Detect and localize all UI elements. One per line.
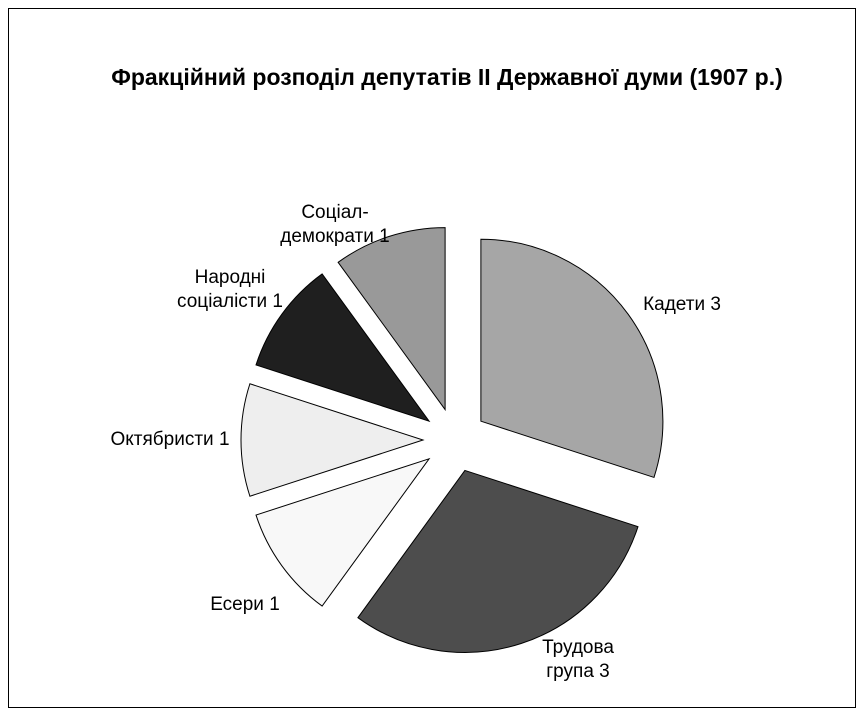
slice-label: Народні соціалісти 1 [155,266,305,314]
pie-slice [357,469,639,653]
slice-value: 3 [599,661,610,682]
slice-value: 1 [379,226,390,247]
pie-slice [337,227,446,412]
chart-title: Фракційний розподіл депутатів ІІ Державн… [111,64,783,90]
slice-name: Октябристи [110,429,214,450]
slice-label: Кадети 3 [622,293,742,317]
slice-name: Народні соціалісти [177,267,268,312]
pie-slice [255,457,431,607]
slice-name: Трудова група [542,637,614,682]
slice-value: 1 [218,429,230,450]
slice-label: Соціал-демократи 1 [260,201,410,249]
pie-slice [480,238,664,479]
pie-slice [255,273,431,423]
slice-value: 1 [272,291,283,312]
pie-slice [240,383,425,497]
slice-name: Соціал-демократи [280,202,374,247]
slice-name: Есери [210,594,264,615]
slice-label: Есери 1 [185,593,305,617]
slice-name: Кадети [643,294,706,315]
slice-label: Трудова група 3 [528,636,628,684]
slice-label: Октябристи 1 [80,428,260,452]
slice-value: 3 [710,294,721,315]
slice-value: 1 [269,594,280,615]
